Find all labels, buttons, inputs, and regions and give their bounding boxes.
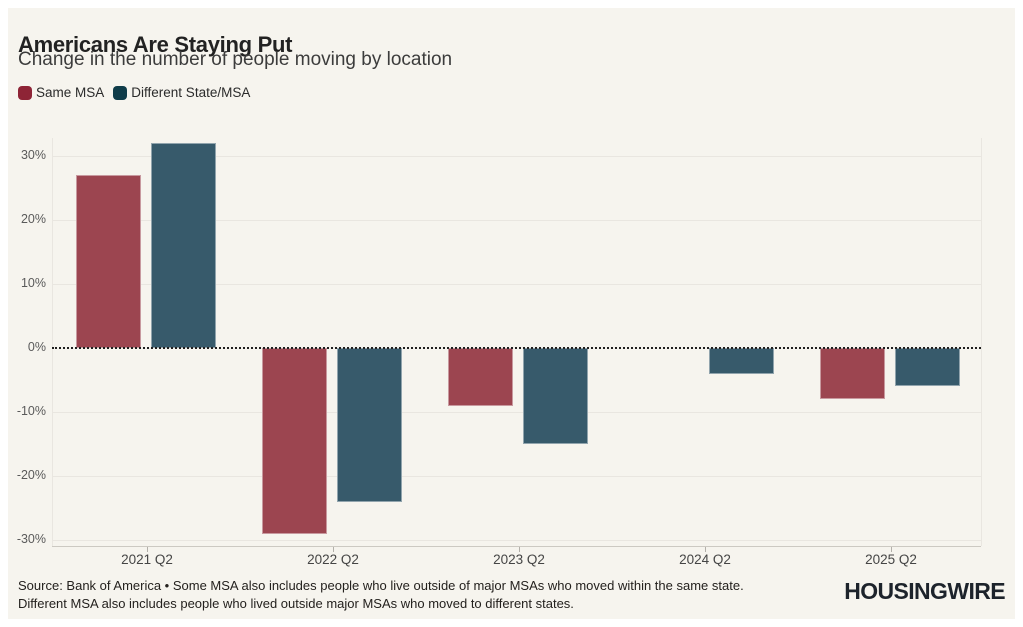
x-axis-tick [147,547,148,552]
x-axis-tick [333,547,334,552]
x-axis-label: 2023 Q2 [493,552,545,567]
x-axis-label: 2025 Q2 [865,552,917,567]
source-note-line2: Different MSA also includes people who l… [18,596,574,611]
plot-right-border [981,138,982,546]
legend: Same MSA Different State/MSA [18,85,250,100]
bar-same-msa-2021-q2 [76,175,141,348]
bar-different-state-msa-2024-q2 [709,348,774,374]
housingwire-logo: HOUSINGWIRE [844,578,1005,604]
bar-same-msa-2022-q2 [262,348,327,534]
x-axis-tick [519,547,520,552]
source-note-line1: Source: Bank of America • Some MSA also … [18,578,744,593]
bar-different-state-msa-2025-q2 [895,348,960,387]
bar-different-state-msa-2023-q2 [523,348,588,444]
legend-label: Different State/MSA [131,85,251,100]
y-axis-label: 10% [20,276,46,290]
y-axis-label: 30% [20,148,46,162]
gridline [52,476,981,477]
legend-item-different-msa: Different State/MSA [113,85,250,100]
legend-label: Same MSA [36,85,105,100]
bar-same-msa-2023-q2 [448,348,513,406]
bar-same-msa-2025-q2 [820,348,885,400]
plot-left-border [52,138,53,546]
x-axis-label: 2024 Q2 [679,552,731,567]
x-axis-label: 2022 Q2 [307,552,359,567]
y-axis-label: 0% [27,340,46,354]
zero-baseline [52,347,981,349]
x-axis-line [52,546,981,547]
bar-different-state-msa-2022-q2 [337,348,402,502]
same-msa-swatch-icon [18,85,32,100]
bar-different-state-msa-2021-q2 [151,143,216,348]
y-axis-label: -30% [16,532,46,546]
x-axis-label: 2021 Q2 [121,552,173,567]
gridline [52,412,981,413]
legend-item-same-msa: Same MSA [18,85,104,100]
chart-subtitle: Change in the number of people moving by… [18,49,453,70]
y-axis-label: 20% [20,212,46,226]
source-note: Source: Bank of America • Some MSA also … [18,577,744,613]
gridline [52,284,981,285]
y-axis-label: -10% [16,404,46,418]
different-msa-swatch-icon [113,85,128,100]
chart-title: Americans Are Staying Put [18,31,293,57]
x-axis-tick [891,547,892,552]
gridline [52,156,981,157]
gridline [52,220,981,221]
gridline [52,540,981,541]
y-axis-label: -20% [16,468,46,482]
x-axis-tick [705,547,706,552]
